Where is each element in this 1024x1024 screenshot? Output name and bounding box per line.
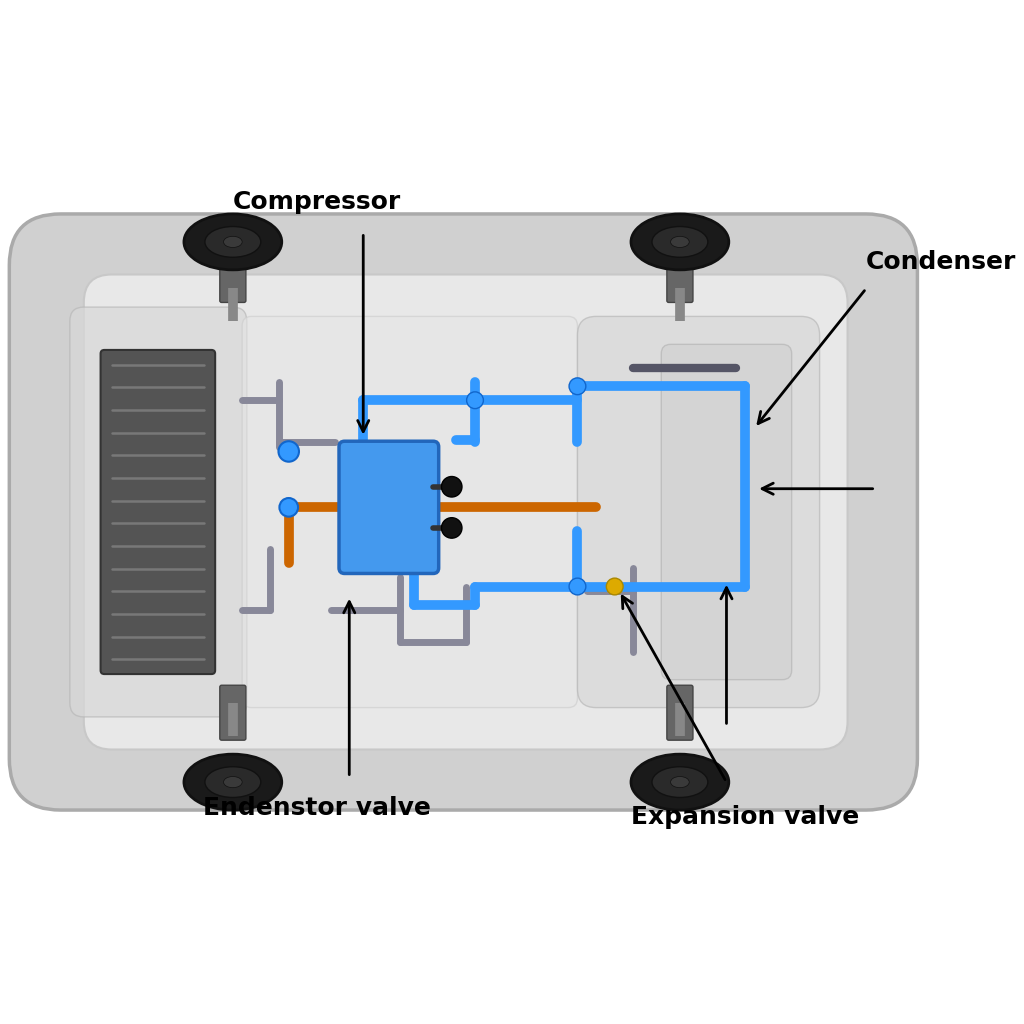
FancyBboxPatch shape — [220, 248, 246, 302]
Ellipse shape — [467, 392, 483, 409]
FancyBboxPatch shape — [339, 441, 438, 573]
Ellipse shape — [631, 754, 729, 810]
Ellipse shape — [569, 378, 586, 394]
Ellipse shape — [184, 214, 282, 270]
Ellipse shape — [671, 776, 689, 787]
Ellipse shape — [652, 767, 708, 798]
FancyBboxPatch shape — [220, 685, 246, 740]
FancyBboxPatch shape — [70, 307, 247, 717]
Text: Expansion valve: Expansion valve — [631, 806, 859, 829]
FancyBboxPatch shape — [242, 316, 578, 708]
FancyBboxPatch shape — [662, 344, 792, 680]
Ellipse shape — [223, 237, 242, 248]
Ellipse shape — [652, 226, 708, 257]
Ellipse shape — [280, 498, 298, 517]
Text: Endenstor valve: Endenstor valve — [203, 796, 431, 820]
FancyBboxPatch shape — [667, 685, 693, 740]
Ellipse shape — [569, 579, 586, 595]
Ellipse shape — [205, 226, 261, 257]
Ellipse shape — [631, 214, 729, 270]
Text: Compressor: Compressor — [232, 190, 400, 214]
Text: Condenser: Condenser — [866, 251, 1017, 274]
FancyBboxPatch shape — [578, 316, 819, 708]
Ellipse shape — [441, 518, 462, 539]
FancyBboxPatch shape — [84, 274, 848, 750]
Ellipse shape — [671, 237, 689, 248]
Ellipse shape — [441, 476, 462, 497]
Ellipse shape — [184, 754, 282, 810]
Ellipse shape — [606, 579, 623, 595]
Ellipse shape — [205, 767, 261, 798]
Ellipse shape — [279, 441, 299, 462]
FancyBboxPatch shape — [9, 214, 918, 810]
FancyBboxPatch shape — [667, 248, 693, 302]
FancyBboxPatch shape — [100, 350, 215, 674]
Ellipse shape — [223, 776, 242, 787]
